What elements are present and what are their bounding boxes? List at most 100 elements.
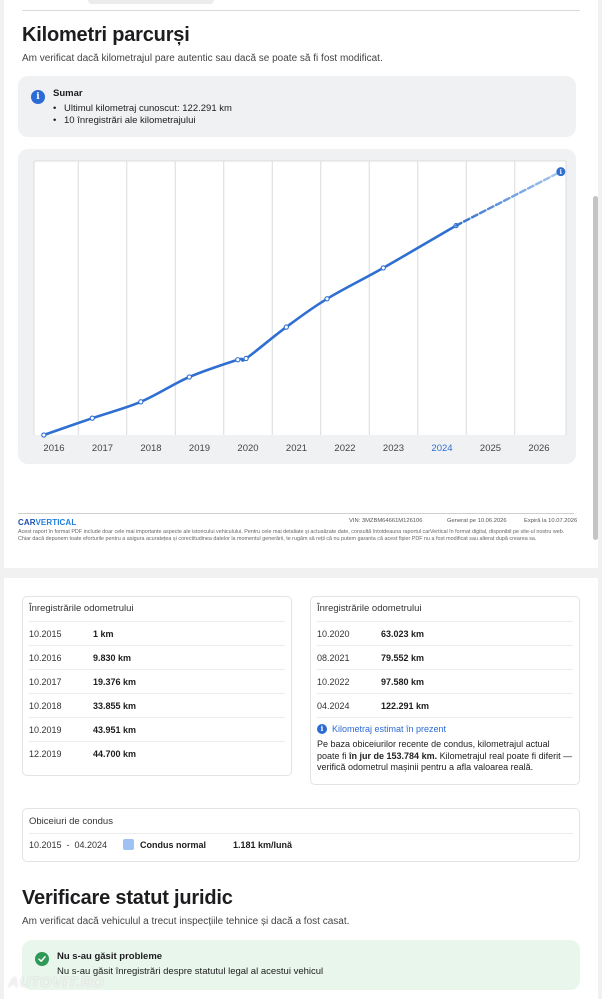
odometer-heading: Înregistrările odometrului	[29, 603, 134, 614]
legal-status-text: Nu s-au găsit înregistrări despre statut…	[57, 966, 324, 977]
data-point	[89, 415, 95, 421]
x-tick-label: 2016	[43, 443, 64, 454]
x-tick-label: 2021	[286, 443, 307, 454]
footer-divider	[18, 513, 574, 514]
data-point	[243, 355, 249, 362]
previous-section-edge	[88, 0, 214, 4]
monthly-mileage: 1.181 km/lună	[233, 840, 293, 850]
x-tick-label: 2026	[528, 443, 549, 454]
odometer-date: 10.2015	[29, 629, 62, 639]
x-tick-label: 2023	[383, 443, 404, 454]
legal-title: Verificare statut juridic	[22, 887, 233, 909]
carvertical-logo: CARVERTICAL	[18, 518, 76, 527]
info-icon: i	[317, 724, 327, 734]
odometer-value: 63.023 km	[381, 629, 425, 639]
info-icon: i	[560, 169, 563, 176]
odometer-records-right: Înregistrările odometrului 10.2020 63.023…	[310, 596, 580, 785]
x-tick-label: 2018	[140, 443, 161, 454]
odometer-row: 10.2018 33.855 km	[29, 693, 285, 717]
estimate-text-end: Kilometrajul real poate fi diferit — ver…	[317, 750, 573, 773]
summary-item: 10 înregistrări ale kilometrajului	[53, 115, 232, 127]
driving-habits-heading: Obiceiuri de condus	[29, 816, 113, 827]
odometer-date: 10.2016	[29, 653, 62, 663]
odometer-value: 44.700 km	[93, 749, 137, 759]
data-point	[283, 324, 289, 330]
summary-heading: Sumar	[53, 88, 83, 99]
odometer-row: 10.2016 9.830 km	[29, 645, 285, 669]
driving-period: 10.2015 - 04.2024	[29, 840, 108, 850]
mileage-subtitle: Am verificat dacă kilometrajul pare aute…	[22, 53, 383, 64]
odometer-date: 10.2017	[29, 677, 62, 687]
x-tick-label: 2024	[431, 443, 452, 454]
odometer-row: 10.2015 1 km	[29, 621, 285, 645]
plot-area	[34, 161, 566, 435]
x-tick-label: 2020	[237, 443, 258, 454]
odometer-row: 12.2019 44.700 km	[29, 741, 285, 765]
odometer-date: 10.2022	[317, 677, 350, 687]
odometer-row: 10.2017 19.376 km	[29, 669, 285, 693]
mileage-chart: 2016 2017 2018 2019 2020 2021 2022 2023 2024 2025…	[18, 149, 576, 464]
estimate-line	[454, 170, 562, 227]
legal-subtitle: Am verificat dacă vehiculul a trecut ins…	[22, 916, 350, 927]
data-point	[138, 399, 144, 405]
odometer-date: 08.2021	[317, 653, 350, 663]
data-point	[41, 432, 47, 438]
info-icon: i	[31, 90, 45, 104]
logo-text-car: CAR	[18, 518, 36, 527]
odometer-row: 08.2021 79.552 km	[317, 645, 573, 669]
estimate-text-start: Pe baza obiceiurilor recente de condus, …	[317, 739, 550, 761]
odometer-value: 122.291 km	[381, 701, 430, 711]
odometer-row: 10.2022 97.580 km	[317, 669, 573, 693]
mileage-line	[42, 224, 458, 437]
odometer-value: 43.951 km	[93, 725, 137, 735]
odometer-date: 10.2018	[29, 701, 62, 711]
legal-status-heading: Nu s-au găsit probleme	[57, 951, 163, 962]
data-point	[235, 357, 241, 363]
legal-status-box: Nu s-au găsit probleme Nu s-au găsit înr…	[22, 940, 580, 990]
estimate-block: i Kilometraj estimat în prezent Pe baza …	[317, 717, 573, 774]
x-tick-label: 2025	[480, 443, 501, 454]
summary-list: Ultimul kilometraj cunoscut: 122.291 km …	[53, 103, 232, 127]
data-point	[324, 296, 330, 302]
odometer-value: 9.830 km	[93, 653, 132, 663]
odometer-date: 12.2019	[29, 749, 62, 759]
odometer-row: 10.2020 63.023 km	[317, 621, 573, 645]
driving-style: Condus normal	[140, 840, 207, 850]
footer-disclaimer: Acest raport în format PDF include doar …	[18, 529, 565, 542]
checkmark-icon	[35, 952, 49, 966]
estimate-heading: i Kilometraj estimat în prezent	[317, 723, 573, 737]
odometer-value: 97.580 km	[381, 677, 425, 687]
legend-swatch	[123, 839, 134, 850]
driving-habits-card: Obiceiuri de condus 10.2015 - 04.2024 Co…	[22, 808, 580, 862]
scrollbar-thumb[interactable]	[593, 196, 598, 540]
odometer-row: 04.2024 122.291 km	[317, 693, 573, 717]
odometer-row: 10.2019 43.951 km	[29, 717, 285, 741]
summary-item: Ultimul kilometraj cunoscut: 122.291 km	[53, 103, 232, 115]
watermark-logo: AUTOVIT.RO	[8, 974, 104, 991]
odometer-records-left: Înregistrările odometrului 10.2015 1 km 10…	[22, 596, 292, 776]
x-tick-label: 2017	[92, 443, 113, 454]
logo-text-vertical: VERTICAL	[35, 518, 77, 527]
data-point	[186, 374, 192, 380]
footer-expires: Expiră la 10.07.2026	[524, 518, 578, 524]
estimate-marker	[556, 167, 566, 177]
x-tick-label: 2022	[334, 443, 355, 454]
odometer-value: 33.855 km	[93, 701, 137, 711]
estimate-text: Pe baza obiceiurilor recente de condus, …	[317, 739, 573, 774]
mileage-chart-svg: 2016 2017 2018 2019 2020 2021 2022 2023 2024 2025…	[33, 160, 567, 454]
data-point	[380, 265, 386, 271]
footer-vin: VIN: 3MZBM64661M126106	[349, 518, 423, 524]
summary-box: i Sumar Ultimul kilometraj cunoscut: 122…	[18, 76, 576, 137]
odometer-date: 10.2020	[317, 629, 350, 639]
x-tick-label: 2019	[189, 443, 210, 454]
watermark-text: AUTOVIT.RO	[8, 974, 105, 991]
mileage-title: Kilometri parcurși	[22, 24, 190, 46]
odometer-value: 19.376 km	[93, 677, 137, 687]
section-divider	[22, 10, 580, 11]
odometer-date: 10.2019	[29, 725, 62, 735]
odometer-value: 79.552 km	[381, 653, 425, 663]
estimate-heading-text: Kilometraj estimat în prezent	[332, 724, 447, 734]
divider	[29, 833, 573, 834]
estimate-value: în jur de 153.784 km.	[349, 750, 438, 761]
footer-generated: Generat pe 10.06.2026	[447, 518, 507, 524]
